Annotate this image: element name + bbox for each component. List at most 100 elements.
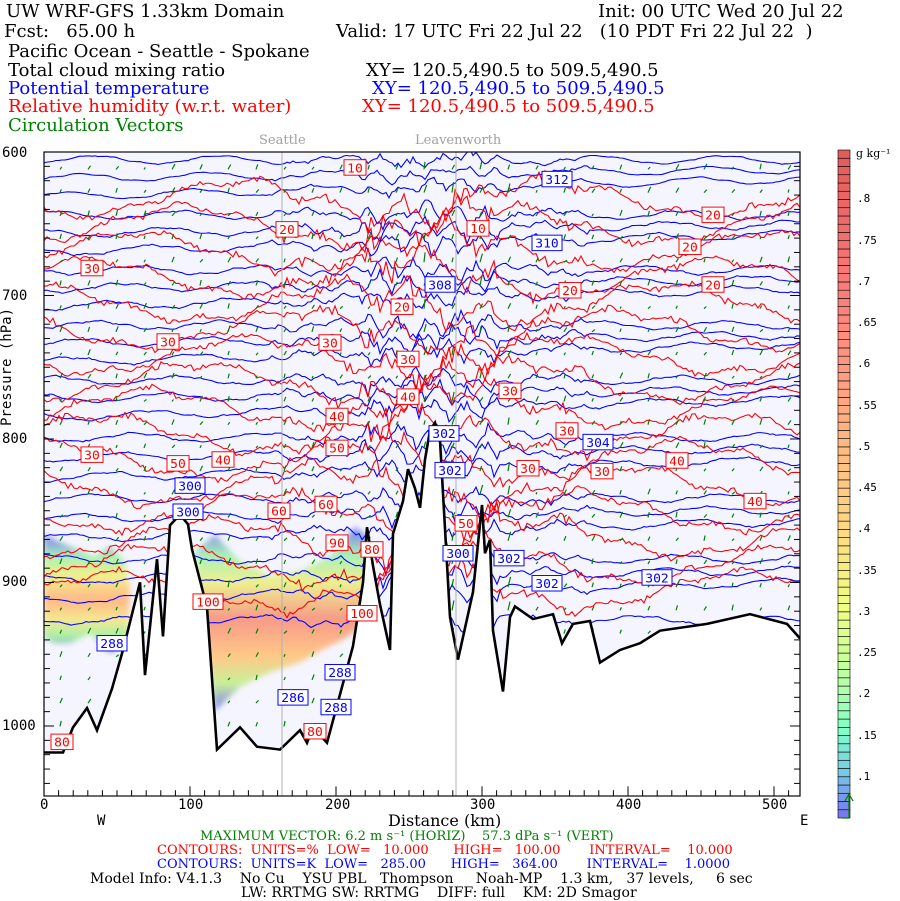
circulation-vector bbox=[787, 514, 790, 518]
colorbar-segment bbox=[837, 240, 851, 250]
rh-contour-label-box bbox=[555, 422, 579, 439]
circulation-vector bbox=[143, 443, 147, 449]
colorbar-tick-label: .8 bbox=[857, 192, 871, 206]
valid-time: Valid: 17 UTC Fri 22 Jul 22 (10 PDT Fri … bbox=[336, 21, 813, 42]
circulation-vector bbox=[87, 583, 91, 588]
rh-contour-label: 30 bbox=[322, 337, 338, 352]
circulation-vector bbox=[731, 491, 736, 495]
colorbar-tick-label: .2 bbox=[857, 687, 871, 701]
circulation-vector bbox=[115, 627, 119, 634]
colorbar-segment bbox=[837, 784, 851, 794]
theta-contour-label: 310 bbox=[535, 237, 558, 252]
colorbar-segment bbox=[837, 322, 851, 332]
circulation-vector bbox=[619, 420, 622, 425]
circulation-vector bbox=[395, 444, 400, 449]
circulation-vector bbox=[507, 164, 511, 170]
theta-contour-label: 302 bbox=[497, 552, 520, 567]
circulation-vector bbox=[283, 258, 286, 263]
circulation-vector bbox=[759, 418, 763, 425]
circulation-vector bbox=[59, 326, 63, 333]
x-axis-label: Distance (km) bbox=[388, 811, 502, 830]
circulation-vector bbox=[423, 346, 428, 356]
rh-contour-label: 10 bbox=[347, 161, 363, 176]
circulation-vector bbox=[255, 491, 259, 495]
circulation-vector bbox=[227, 325, 231, 333]
rh-contour-label-box bbox=[360, 541, 384, 558]
colorbar-segment bbox=[837, 537, 851, 547]
circulation-vector bbox=[367, 420, 371, 425]
circulation-vector bbox=[171, 187, 176, 193]
xtick-500: 500 bbox=[762, 797, 788, 813]
circulation-vector bbox=[591, 558, 594, 565]
circulation-vector bbox=[199, 465, 204, 472]
circulation-vector bbox=[619, 583, 622, 588]
circulation-vector bbox=[675, 374, 679, 379]
rh-contour-line bbox=[44, 354, 800, 412]
circulation-vector bbox=[339, 283, 343, 286]
circulation-vector bbox=[283, 305, 287, 310]
colorbar-segment bbox=[837, 809, 851, 819]
circulation-vector bbox=[787, 280, 792, 286]
circulation-vector bbox=[759, 607, 763, 611]
circulation-vector bbox=[339, 560, 343, 565]
xtick-300: 300 bbox=[470, 797, 496, 813]
circulation-vector bbox=[563, 374, 566, 379]
theta-contour-label: 300 bbox=[178, 480, 201, 495]
colorbar-segment bbox=[837, 166, 851, 176]
circulation-vector bbox=[507, 302, 512, 309]
circulation-vector bbox=[59, 466, 64, 472]
circulation-vector bbox=[535, 536, 539, 542]
circulation-vector bbox=[339, 607, 343, 611]
circulation-vector bbox=[787, 605, 791, 611]
circulation-vector bbox=[479, 326, 482, 332]
circulation-vector bbox=[227, 280, 231, 286]
circulation-vector bbox=[647, 560, 651, 565]
circulation-vector bbox=[87, 652, 91, 658]
circulation-vector bbox=[87, 538, 90, 541]
circulation-vector bbox=[115, 582, 119, 588]
circulation-vector bbox=[367, 282, 371, 286]
circulation-vector bbox=[591, 489, 596, 495]
circulation-vector bbox=[563, 187, 566, 193]
circulation-vector bbox=[591, 213, 594, 217]
ytick-1000: 1000 bbox=[2, 718, 36, 734]
circulation-vector bbox=[283, 465, 287, 472]
circulation-vector bbox=[171, 419, 175, 425]
rh-contour-label-box bbox=[396, 388, 420, 405]
circulation-vector bbox=[115, 468, 119, 472]
colorbar-segment bbox=[837, 693, 851, 703]
field-rh-name: Relative humidity (w.r.t. water) bbox=[8, 96, 292, 117]
model-title: UW WRF-GFS 1.33km Domain bbox=[6, 1, 285, 22]
theta-contour-label-box bbox=[531, 234, 563, 252]
rh-contour-label: 30 bbox=[400, 353, 416, 368]
circulation-vector bbox=[479, 465, 483, 472]
circulation-vector bbox=[731, 279, 735, 286]
circulation-vector bbox=[283, 189, 286, 193]
field-theta-name: Potential temperature bbox=[8, 78, 210, 99]
circulation-vector bbox=[115, 304, 119, 309]
rh-contour-label-box bbox=[454, 515, 478, 532]
circulation-vector bbox=[591, 513, 596, 518]
circulation-vector bbox=[619, 280, 623, 286]
circulation-vector bbox=[563, 583, 568, 588]
circulation-vector bbox=[171, 281, 176, 286]
circulation-vector bbox=[227, 721, 231, 727]
theta-contour-line bbox=[44, 395, 800, 423]
circulation-vector bbox=[59, 189, 62, 193]
rh-contour-label: 30 bbox=[502, 385, 518, 400]
circulation-vector bbox=[115, 233, 118, 240]
colorbar-segment bbox=[837, 289, 851, 299]
circulation-vector bbox=[423, 395, 427, 402]
ytick-600: 600 bbox=[2, 145, 28, 161]
circulation-vector bbox=[339, 629, 343, 634]
circulation-vector bbox=[675, 233, 680, 240]
circulation-vector bbox=[675, 396, 680, 402]
circulation-vector bbox=[451, 442, 455, 449]
circulation-vector bbox=[507, 509, 512, 518]
circulation-vector bbox=[787, 373, 791, 379]
circulation-vector bbox=[143, 259, 146, 263]
circulation-vector bbox=[479, 444, 483, 449]
circulation-vector bbox=[731, 188, 736, 193]
circulation-vector bbox=[647, 511, 650, 518]
circulation-vector bbox=[199, 164, 203, 170]
